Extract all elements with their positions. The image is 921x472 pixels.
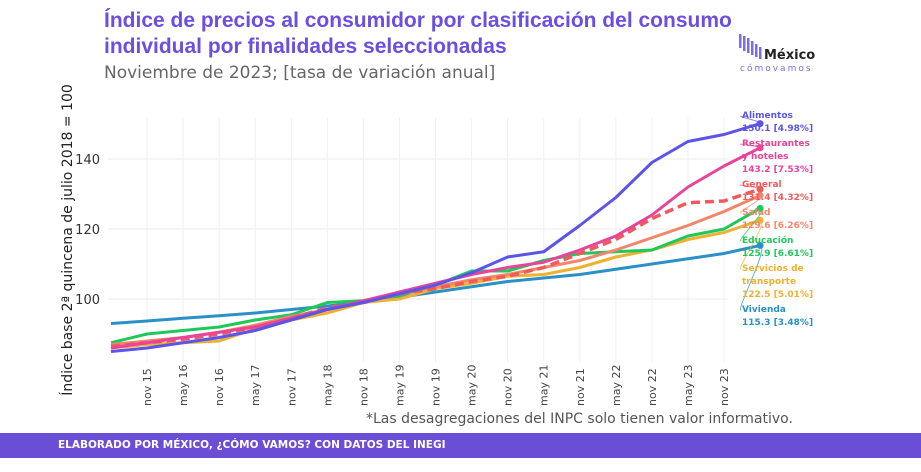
chart-subtitle: Noviembre de 2023; [tasa de variación an…	[104, 63, 496, 83]
x-tick-label: nov 19	[430, 368, 443, 406]
x-tick-label: nov 22	[646, 368, 659, 406]
series-label: Educación 125.9 [6.61%]	[742, 235, 813, 261]
x-tick-label: may 16	[177, 365, 190, 406]
footer-band: ELABORADO POR MÉXICO, ¿CÓMO VAMOS? CON D…	[0, 433, 921, 458]
label-connector	[740, 219, 763, 270]
series-value: 122.5 [5.01%]	[742, 290, 814, 300]
series-name: Servicios de	[742, 264, 804, 274]
label-connector	[740, 115, 763, 125]
series-line-restaurantes-y-hoteles	[110, 146, 761, 350]
line-chart: 100 120 140 nov 15 may 16 nov 16 may 17 nov 17 m…	[59, 84, 764, 406]
footnote: *Las desagregaciones del INPC solo tiene…	[366, 411, 793, 427]
logo-brand: México	[764, 48, 816, 63]
series-label: General 131.4 [4.32%]	[742, 179, 813, 205]
y-tick-label: 140	[75, 153, 100, 168]
x-tick-label: may 21	[538, 365, 551, 406]
series-value: 143.2 [7.53%]	[742, 165, 814, 175]
series-line-alimentos	[110, 122, 761, 353]
series-value: 131.4 [4.32%]	[742, 193, 814, 203]
x-tick-label: nov 18	[357, 368, 370, 406]
label-connector	[740, 194, 763, 214]
footer-text: ELABORADO POR MÉXICO, ¿CÓMO VAMOS? CON D…	[58, 439, 446, 451]
x-tick-label: may 18	[321, 365, 334, 406]
logo-sub: cómovamos	[740, 64, 813, 74]
x-tick-label: nov 21	[574, 368, 587, 406]
series-name: Alimentos	[742, 111, 793, 121]
x-tick-label: may 22	[610, 365, 623, 406]
series-label: Restaurantes y hoteles 143.2 [7.53%]	[742, 138, 813, 177]
series-value: 115.3 [3.48%]	[742, 318, 814, 328]
x-tick-label: nov 15	[141, 368, 154, 406]
x-tick-label: may 19	[393, 365, 406, 406]
series-label: Salud 129.6 [6.26%]	[742, 207, 813, 233]
label-connector	[740, 244, 763, 311]
series-label: Servicios de transporte 122.5 [5.01%]	[742, 263, 813, 302]
x-tick-label: nov 23	[718, 368, 731, 406]
x-tick-label: nov 17	[285, 368, 298, 406]
series-label: Vivienda 115.3 [3.48%]	[742, 304, 813, 330]
x-tick-label: may 20	[466, 365, 479, 406]
label-connector	[740, 143, 763, 149]
x-tick-label: may 17	[249, 365, 262, 406]
y-axis-title: Índice base 2ª quincena de julio 2018 = …	[59, 84, 76, 396]
label-connector	[740, 207, 763, 242]
y-tick-label: 120	[75, 223, 100, 238]
series-value: 129.6 [6.26%]	[742, 221, 814, 231]
logo-bars-icon	[739, 34, 762, 59]
series-name: Vivienda	[742, 305, 786, 315]
series-name: General	[742, 180, 782, 190]
x-tick-label: nov 16	[213, 368, 226, 406]
series-value: 150.1 [4.98%]	[742, 124, 814, 134]
x-tick-label: nov 20	[502, 368, 515, 406]
series-value: 125.9 [6.61%]	[742, 249, 814, 259]
series-name: Restaurantes	[742, 139, 810, 149]
logo: México cómovamos	[738, 30, 828, 78]
series-name: y hoteles	[742, 152, 789, 162]
series-name: Salud	[742, 208, 771, 218]
series-line-vivienda	[110, 243, 761, 325]
series-line-general	[110, 187, 761, 348]
chart-header: Índice de precios al consumidor por clas…	[104, 8, 734, 83]
chart-title: Índice de precios al consumidor por clas…	[104, 9, 732, 58]
series-name: transporte	[742, 277, 797, 287]
x-tick-label: may 23	[682, 365, 695, 406]
y-tick-label: 100	[75, 293, 100, 308]
label-connector	[740, 184, 763, 190]
series-label: Alimentos 150.1 [4.98%]	[742, 110, 813, 136]
series-name: Educación	[742, 236, 794, 246]
